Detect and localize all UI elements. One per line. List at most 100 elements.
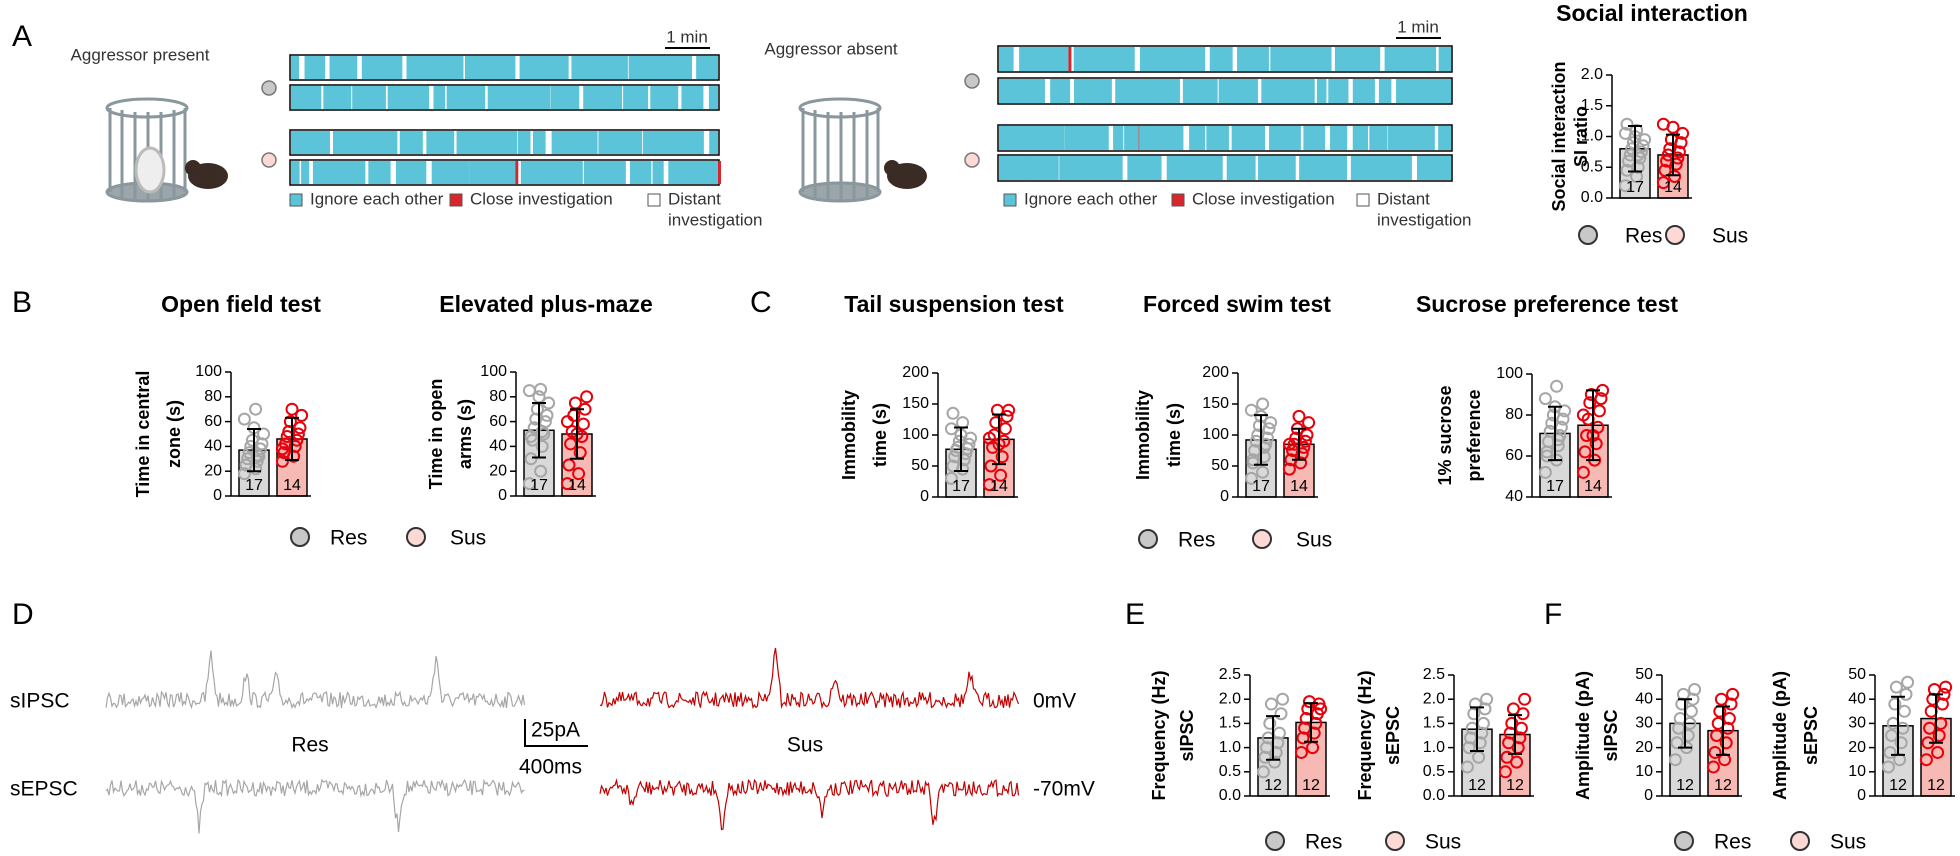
y-tick-label: 0.0 [1423, 787, 1445, 804]
data-point [1506, 702, 1520, 716]
raster-block [368, 161, 391, 184]
mice [185, 160, 927, 189]
y-tick-label: 80 [204, 388, 222, 405]
trace-label: sEPSC [10, 778, 78, 801]
y-tick-label: 0.5 [1219, 763, 1241, 780]
error-bar [954, 426, 968, 472]
data-point [1292, 409, 1306, 423]
y-tick-label: 0 [498, 487, 507, 504]
error-bar [1716, 705, 1730, 756]
data-point [1899, 687, 1913, 701]
raster-block [469, 161, 516, 184]
raster-block [1378, 79, 1392, 103]
raster-block [598, 131, 642, 154]
legend-label: Res [1178, 529, 1215, 552]
raster-block [1231, 126, 1266, 150]
y-tick-label: 0 [1644, 787, 1653, 804]
y-axis-label: Immobility [1133, 390, 1153, 480]
legend-swatch [1356, 193, 1370, 207]
group-marker [261, 152, 277, 168]
data-point [540, 408, 554, 422]
data-point [1314, 702, 1328, 716]
data-point [1256, 397, 1270, 411]
data-point [982, 431, 996, 445]
data-point [534, 382, 548, 396]
error-bar [1548, 405, 1562, 462]
raster-block [583, 86, 623, 109]
y-axis-label: Frequency (Hz) [1149, 670, 1169, 800]
data-point [572, 467, 586, 481]
raster-block [1316, 79, 1327, 103]
raster-block [629, 161, 652, 184]
data-point [944, 422, 958, 436]
holding-label: 0mV [1033, 690, 1076, 713]
raster-block [446, 86, 486, 109]
y-tick-label: 30 [1635, 715, 1653, 732]
data-point [275, 442, 289, 456]
y-tick-label: 1.0 [1581, 128, 1603, 145]
y-axis-label: sIPSC [1601, 709, 1621, 761]
raster-block [1258, 156, 1296, 180]
data-point [1719, 736, 1733, 750]
raster-block [550, 86, 580, 109]
data-point [1282, 462, 1296, 476]
y-tick-label: 0 [1857, 787, 1866, 804]
error-bar [992, 413, 1006, 466]
raster-block [583, 161, 626, 184]
data-point [1460, 760, 1474, 774]
trace-label: sIPSC [10, 690, 70, 713]
raster-block [464, 56, 516, 79]
y-axis-label: sEPSC [1383, 706, 1403, 765]
data-point [1462, 741, 1476, 755]
data-point [1668, 753, 1682, 767]
chart-title: Open field test [161, 291, 321, 317]
data-point [560, 477, 574, 491]
y-tick-label: 2.0 [1219, 690, 1241, 707]
y-tick-label: 40 [489, 438, 507, 455]
trace [599, 778, 1020, 831]
y-tick-label: 100 [1496, 365, 1523, 382]
scale-bar [524, 719, 588, 747]
data-point [1684, 704, 1698, 718]
data-point [982, 478, 996, 492]
error-bar [1666, 133, 1680, 177]
data-point [568, 396, 582, 410]
legend-label: Sus [1712, 225, 1748, 248]
data-point [956, 416, 970, 430]
raster-block [1328, 79, 1349, 103]
data-point [1676, 126, 1690, 140]
y-axis-label: zone (s) [164, 400, 184, 468]
n-label: 12 [1676, 777, 1694, 794]
y-axis-label: Amplitude (pA) [1770, 671, 1790, 800]
group-marker [261, 80, 277, 96]
data-point [1589, 437, 1603, 451]
y-tick-label: 1.5 [1219, 715, 1241, 732]
data-point [1583, 396, 1597, 410]
data-point [535, 439, 549, 453]
legend-label: Ignore each other [1024, 189, 1158, 208]
cages [105, 97, 882, 203]
scale-label: 25pA [531, 719, 580, 742]
raster-block [532, 131, 546, 154]
error-bar [1929, 693, 1943, 744]
n-label: 14 [1290, 478, 1308, 495]
data-point [1584, 388, 1598, 401]
raster-close [515, 161, 519, 184]
raster-block [668, 161, 718, 184]
raster-block [520, 161, 583, 184]
data-point [1706, 760, 1720, 774]
y-tick-label: 2.5 [1423, 666, 1445, 683]
data-point [994, 468, 1008, 482]
data-point [1274, 707, 1288, 721]
panel-label: B [12, 286, 32, 319]
data-point [984, 459, 998, 473]
scale-label: 400ms [519, 756, 582, 779]
data-point [1663, 142, 1677, 156]
data-point [534, 464, 548, 478]
n-label: 17 [1626, 179, 1644, 196]
legend-marker [1674, 831, 1694, 851]
data-point [1000, 409, 1014, 423]
raster-block [642, 131, 704, 154]
raster-block [1396, 79, 1451, 103]
error-bar [1470, 706, 1484, 752]
